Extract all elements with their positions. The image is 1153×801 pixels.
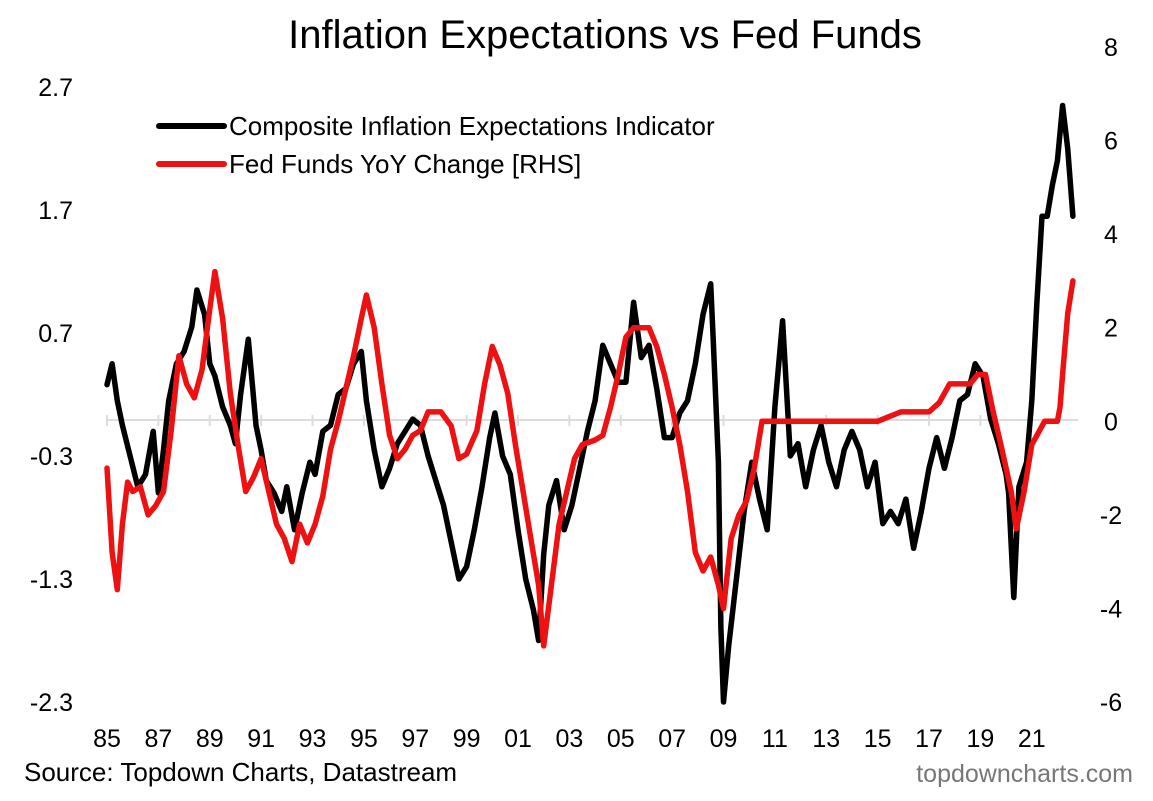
x-tick-label: 09	[710, 725, 738, 753]
x-tick-label: 91	[247, 725, 275, 753]
left-axis-tick-label: 1.7	[38, 197, 73, 225]
x-tick-label: 15	[864, 725, 892, 753]
right-axis-tick-label: -2	[1100, 502, 1122, 530]
x-tick-label: 03	[555, 725, 583, 753]
left-axis-tick-label: -1.3	[30, 566, 73, 594]
x-tick-label: 07	[658, 725, 686, 753]
x-tick-label: 85	[93, 725, 121, 753]
right-axis-tick-label: 0	[1104, 408, 1118, 436]
right-axis-tick-label: -4	[1100, 595, 1122, 623]
x-tick-label: 97	[401, 725, 429, 753]
series-line-fedfunds	[104, 268, 1076, 649]
x-tick-label: 87	[144, 725, 172, 753]
chart-title: Inflation Expectations vs Fed Funds	[288, 13, 922, 57]
series-line-composite	[104, 102, 1076, 705]
left-axis-labels: 2.7 1.7 0.7 -0.3 -1.3 -2.3	[30, 74, 73, 717]
right-axis-tick-label: 8	[1104, 34, 1118, 62]
x-tick-label: 21	[1018, 725, 1046, 753]
left-axis-tick-label: 2.7	[38, 74, 73, 102]
source-note: Source: Topdown Charts, Datastream	[24, 757, 458, 787]
right-axis-tick-label: -6	[1100, 689, 1122, 717]
left-axis-tick-label: -0.3	[30, 443, 73, 471]
x-tick-label: 93	[299, 725, 327, 753]
right-axis-tick-label: 4	[1104, 221, 1118, 249]
x-tick-label: 99	[453, 725, 481, 753]
x-tick-label: 01	[504, 725, 532, 753]
right-axis-labels: 8 6 4 2 0 -2 -4 -6	[1100, 34, 1122, 717]
x-tick-label: 89	[196, 725, 224, 753]
x-tick-label: 11	[762, 725, 788, 753]
legend-label-fedfunds: Fed Funds YoY Change [RHS]	[229, 149, 581, 179]
legend: Composite Inflation Expectations Indicat…	[156, 111, 715, 179]
series-layer	[104, 102, 1076, 705]
legend-label-composite: Composite Inflation Expectations Indicat…	[229, 111, 715, 141]
left-axis-tick-label: 0.7	[38, 320, 73, 348]
x-tick-label: 17	[915, 725, 943, 753]
right-axis-tick-label: 2	[1104, 315, 1118, 343]
x-tick-label: 95	[350, 725, 378, 753]
right-axis-tick-label: 6	[1104, 128, 1118, 156]
x-tick-label: 19	[966, 725, 994, 753]
left-axis-tick-label: -2.3	[30, 689, 73, 717]
x-tick-label: 13	[812, 725, 840, 753]
x-axis-labels: 85 87 89 91 93 95 97 99 01 03 05 07 09 11 13 15 17 19 21	[93, 725, 1046, 753]
x-tick-label: 05	[607, 725, 635, 753]
watermark: topdowncharts.com	[916, 760, 1133, 788]
